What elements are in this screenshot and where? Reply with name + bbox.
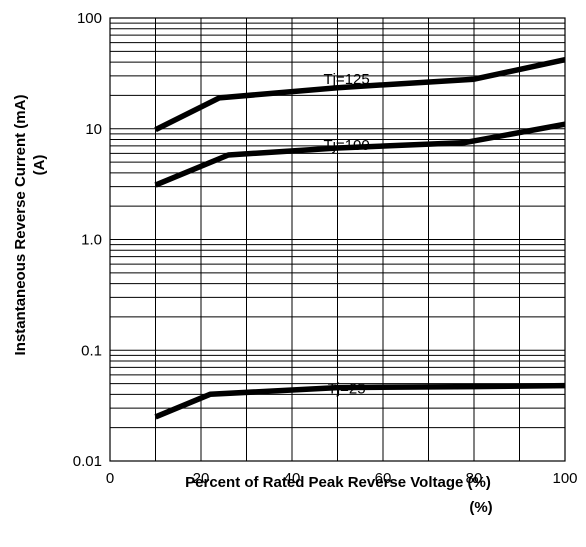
- x-tick-label: 40: [284, 470, 301, 487]
- series-label: Tj=125: [323, 71, 369, 88]
- series-line-tj-100: [154, 121, 566, 188]
- y-axis-unit: (A): [31, 155, 48, 176]
- series-label: Tj=25: [328, 381, 366, 398]
- y-tick-label: 0.1: [81, 342, 102, 359]
- series-label: Tj=100: [323, 137, 369, 154]
- series-line-tj-25: [154, 382, 566, 420]
- plot-frame: [109, 17, 566, 462]
- x-axis-title: Percent of Rated Peak Reverse Voltage (%…: [185, 474, 491, 491]
- y-axis-title: Instantaneous Reverse Current (mA): [12, 95, 29, 356]
- y-tick-label: 10: [85, 121, 102, 138]
- y-tick-label: 100: [77, 10, 102, 27]
- x-tick-label: 20: [193, 470, 210, 487]
- x-tick-labels: 0 20 40 60 80 100: [106, 470, 578, 487]
- x-tick-label: 0: [106, 470, 114, 487]
- x-tick-label: 80: [466, 470, 483, 487]
- x-tick-label: 100: [552, 470, 577, 487]
- x-axis-unit: (%): [469, 499, 492, 516]
- y-tick-label: 1.0: [81, 232, 102, 249]
- y-tick-labels: 0.01 0.1 1.0 10 100: [73, 10, 102, 470]
- x-tick-label: 60: [375, 470, 392, 487]
- series-lines: Tj=125 Tj=100 Tj=25: [154, 57, 566, 420]
- y-tick-label: 0.01: [73, 453, 102, 470]
- series-line-tj-125: [154, 57, 566, 133]
